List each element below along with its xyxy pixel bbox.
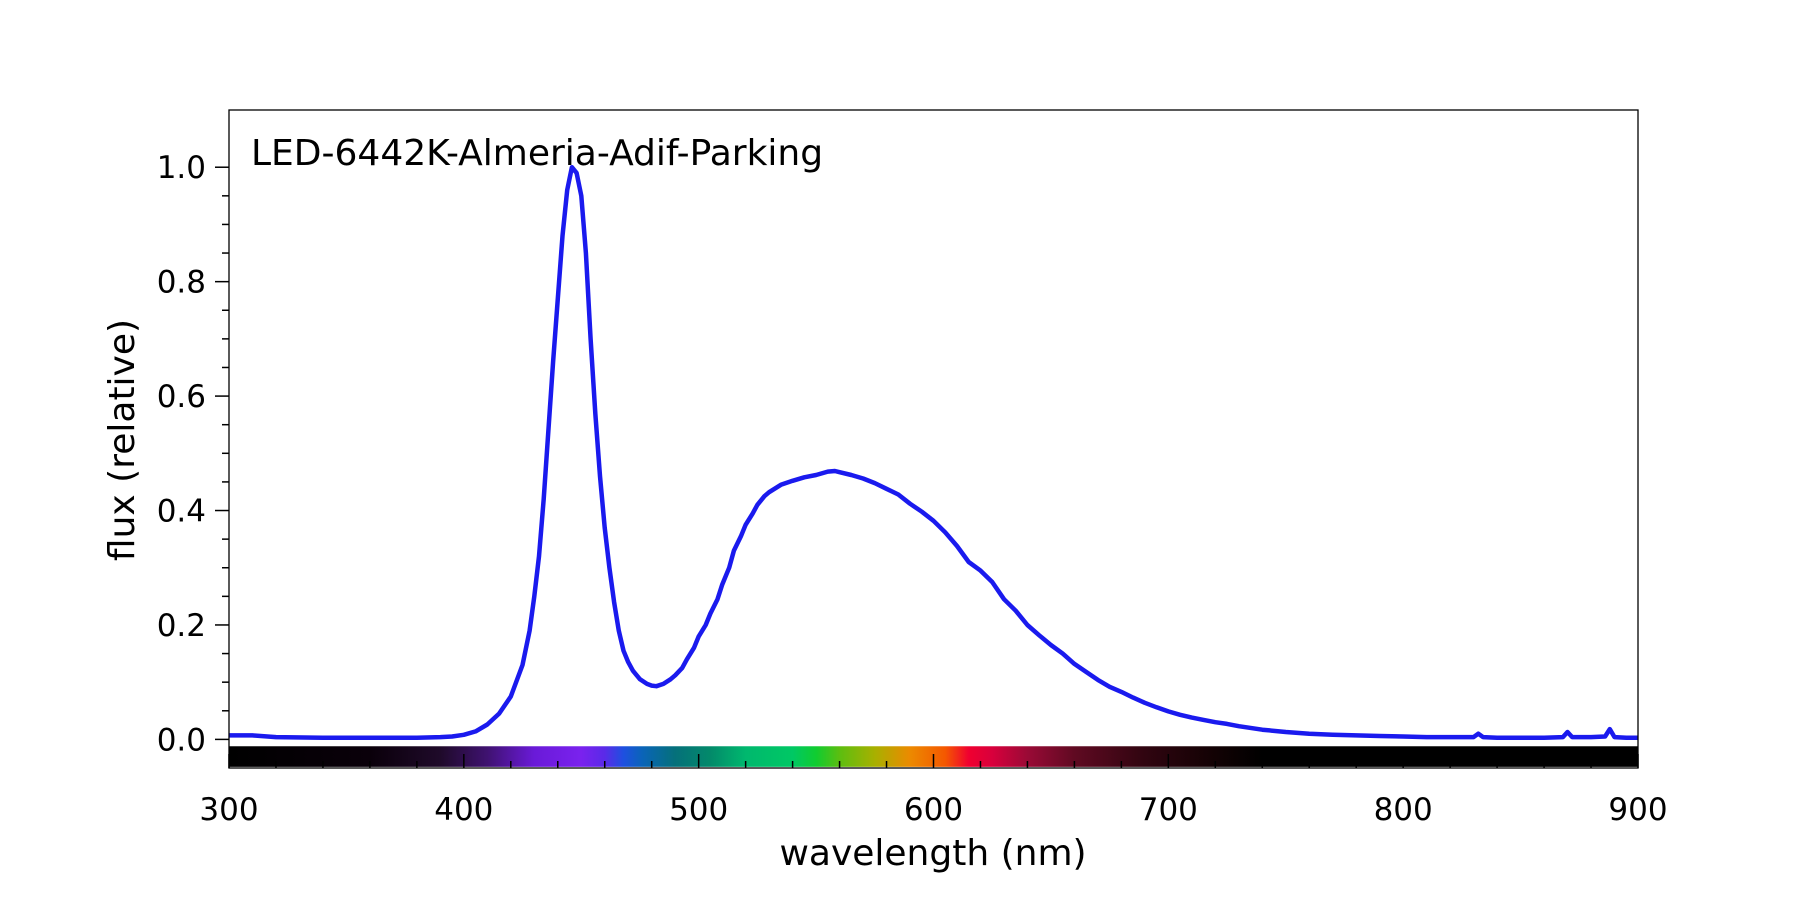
y-axis-title: flux (relative) [102, 319, 143, 561]
y-tick-label: 0.2 [157, 608, 206, 644]
series-line-layer [229, 164, 1638, 740]
x-tick-label: 900 [1608, 792, 1667, 828]
x-tick-label: 500 [669, 792, 728, 828]
y-tick-label: 0.8 [157, 265, 206, 301]
x-tick-label: 800 [1374, 792, 1433, 828]
x-tick-label: 600 [904, 792, 963, 828]
y-tick-label: 0.0 [157, 722, 206, 758]
x-tick-label: 400 [434, 792, 493, 828]
x-tick-label: 300 [199, 792, 258, 828]
y-axis-ticks: 0.0 0.2 0.4 0.6 0.8 1.0 [157, 150, 229, 758]
series-line [229, 164, 1638, 740]
x-axis-ticks: 300 400 500 600 700 800 900 [199, 754, 1668, 828]
y-tick-label: 1.0 [157, 150, 206, 186]
chart-title: LED-6442K-Almeria-Adif-Parking [251, 133, 823, 174]
y-tick-label: 0.6 [157, 379, 206, 415]
x-axis-title: wavelength (nm) [779, 833, 1086, 874]
x-tick-label: 700 [1139, 792, 1198, 828]
y-tick-label: 0.4 [157, 494, 206, 530]
plot-frame [228, 109, 1639, 769]
